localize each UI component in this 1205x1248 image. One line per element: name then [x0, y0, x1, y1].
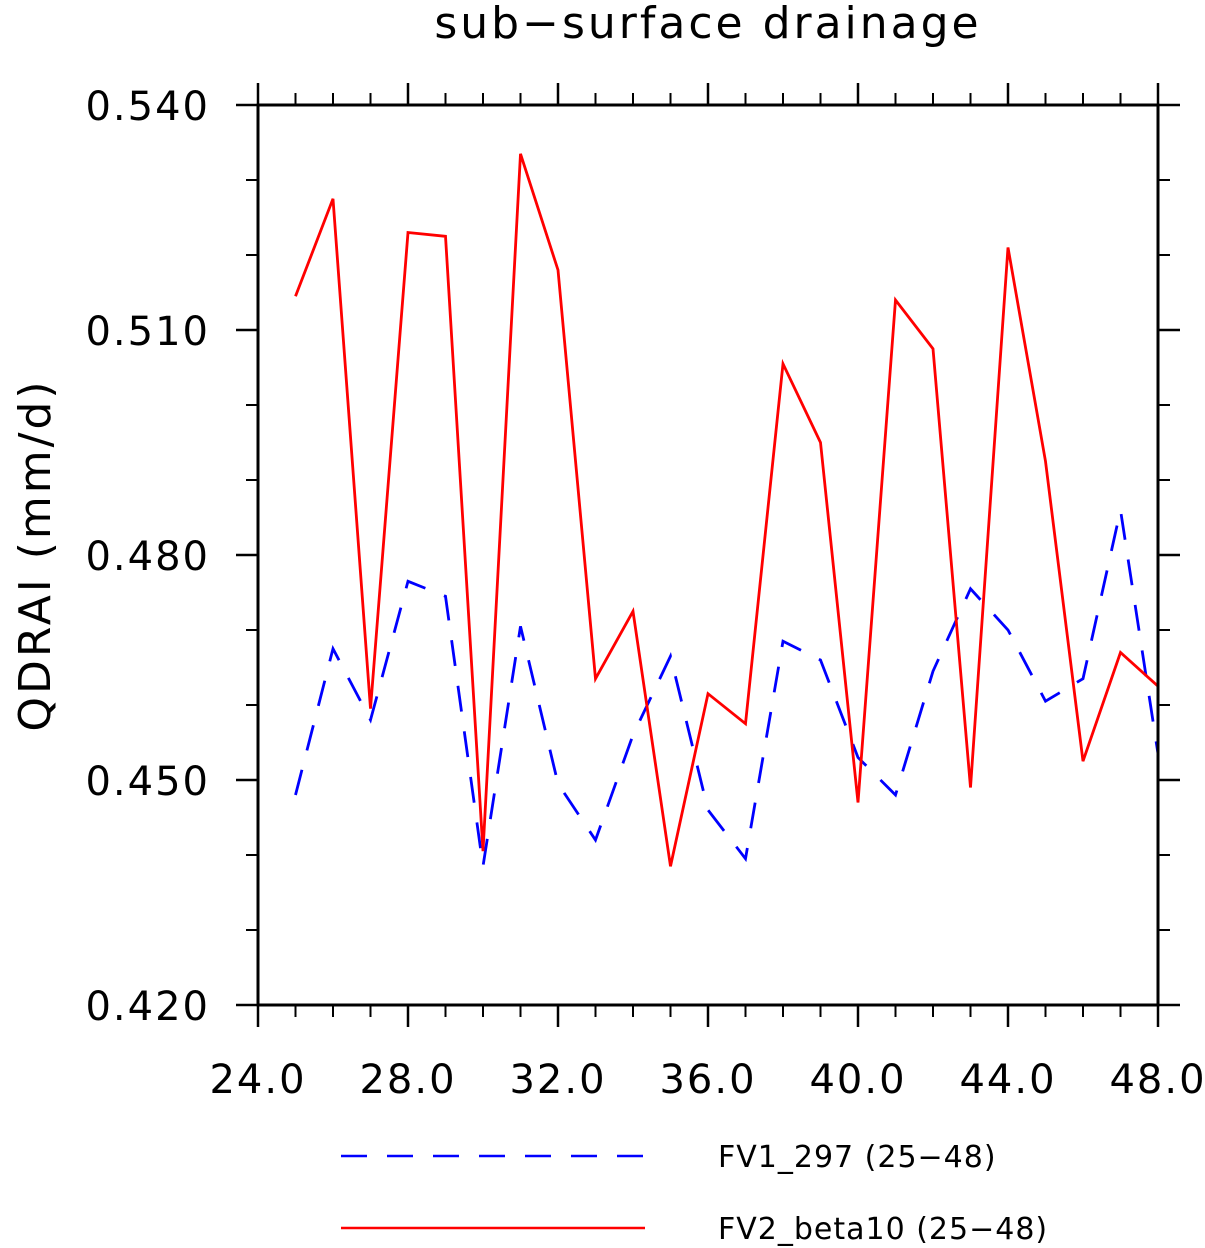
y-tick-label: 0.420: [85, 984, 210, 1030]
legend-label-1: FV1_297 (25−48): [718, 1140, 997, 1175]
x-tick-label: 24.0: [209, 1057, 306, 1103]
x-tick-label: 32.0: [509, 1057, 606, 1103]
plot-frame: [256, 103, 1160, 1007]
x-tick-label: 48.0: [1109, 1057, 1205, 1103]
y-tick-label: 0.480: [85, 534, 210, 580]
x-tick-label: 44.0: [959, 1057, 1056, 1103]
x-tick-label: 36.0: [659, 1057, 756, 1103]
series-line-1: [294, 509, 1160, 867]
legend: FV1_297 (25−48) FV2_beta10 (25−48): [341, 1140, 1048, 1247]
y-tick-label: 0.450: [85, 759, 210, 805]
y-axis-label: QDRAI (mm/d): [10, 378, 61, 731]
axis-ticks: 24.0 28.0 32.0 36.0 40.0 44.0 48.0 0.420 0.450 0.…: [85, 83, 1205, 1103]
x-tick-label: 28.0: [359, 1057, 456, 1103]
x-tick-label: 40.0: [809, 1057, 906, 1103]
chart-title: sub−surface drainage: [434, 0, 981, 49]
y-tick-label: 0.540: [85, 84, 210, 130]
plot-series: [294, 153, 1160, 867]
legend-label-2: FV2_beta10 (25−48): [718, 1212, 1048, 1247]
series-line-2: [294, 153, 1159, 867]
y-tick-label: 0.510: [85, 309, 210, 355]
